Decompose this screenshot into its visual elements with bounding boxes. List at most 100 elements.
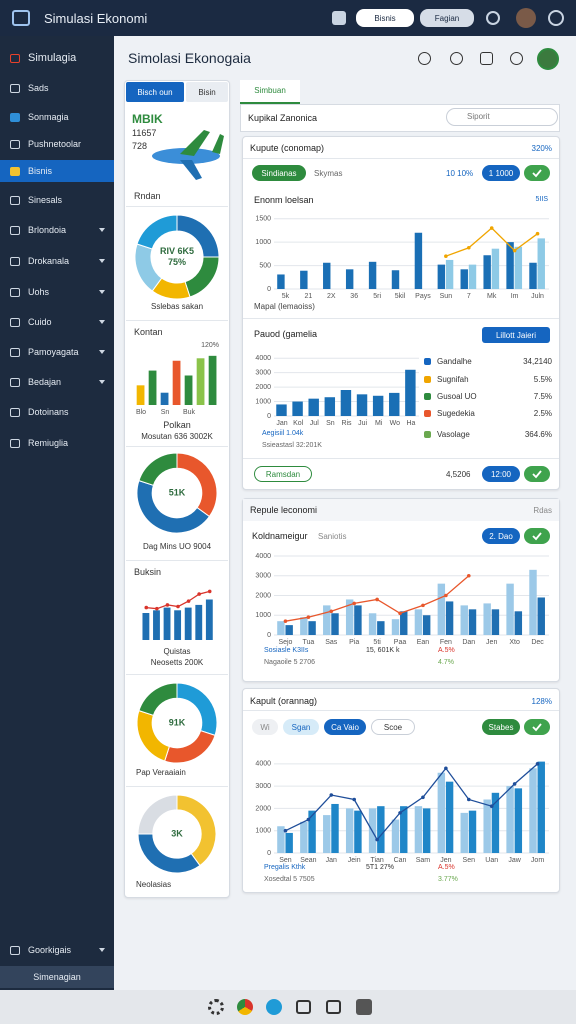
donut-slice xyxy=(136,480,211,534)
notif-icon[interactable] xyxy=(332,11,346,25)
x-tick-label: Mi xyxy=(375,420,383,427)
bar xyxy=(468,264,477,289)
nav-item[interactable]: Drokanala xyxy=(0,250,114,272)
nav-item[interactable]: Pushnetoolar xyxy=(0,133,114,155)
x-tick-label: Jul xyxy=(310,420,319,427)
chart-title: Enonm loelsan xyxy=(254,195,314,205)
action-button[interactable]: 12:00 xyxy=(482,466,520,482)
nav-item-active[interactable]: Bisnis xyxy=(0,160,114,182)
nav-label: Sinesals xyxy=(28,195,63,205)
avatar[interactable] xyxy=(537,48,559,70)
line-point xyxy=(197,592,201,596)
action-button[interactable]: Ramsdan xyxy=(254,466,312,482)
nav-item[interactable]: Cuido xyxy=(0,311,114,333)
chevron xyxy=(99,228,105,232)
x-tick-label: 7 xyxy=(467,293,471,300)
search-box[interactable]: Siporit xyxy=(446,108,558,126)
bar xyxy=(391,619,400,635)
confirm-button[interactable] xyxy=(524,466,550,482)
nav-footer[interactable]: Simenagian xyxy=(0,966,114,988)
line-point xyxy=(306,817,311,822)
donut-center-label: RIV 6K5 xyxy=(160,246,194,256)
top-button[interactable]: Fagian xyxy=(420,9,474,27)
nav-icon xyxy=(10,347,20,357)
taskbar-icon[interactable] xyxy=(326,1000,341,1014)
filter-pill[interactable]: Wi xyxy=(252,719,278,735)
header-icon[interactable] xyxy=(510,52,523,65)
donut-slice xyxy=(136,214,178,250)
nav-item[interactable]: Pamoyagata xyxy=(0,341,114,363)
line-point xyxy=(375,597,379,602)
top-button[interactable]: Bisnis xyxy=(356,9,414,27)
nav-item[interactable]: Brlondoia xyxy=(0,219,114,241)
bar xyxy=(514,788,523,853)
footer-value: 4,5206 xyxy=(446,470,471,479)
legend-row: Sugedekia 2.5% xyxy=(424,406,552,420)
action-button[interactable]: Lillott Jaieri xyxy=(482,327,550,343)
filter-pill[interactable]: Ca Vaio xyxy=(324,719,366,735)
nav-item[interactable]: Bedajan xyxy=(0,371,114,393)
tab-active[interactable]: Bisch oun xyxy=(126,82,184,102)
chart-note: 15, 601K k xyxy=(366,647,400,654)
filter-pill[interactable]: Sgan xyxy=(283,719,319,735)
page-title: Simolasi Ekonogaia xyxy=(128,50,251,66)
nav-item[interactable]: Sonmagia xyxy=(0,106,114,128)
nav-item[interactable]: Goorkigais xyxy=(0,939,114,961)
line-point xyxy=(444,593,448,598)
chart-note: 5T1 27% xyxy=(366,864,395,871)
taskbar-icon[interactable] xyxy=(237,999,253,1015)
nav-item[interactable]: Sinesals xyxy=(0,189,114,211)
nav-label: Sonmagia xyxy=(28,112,69,122)
panel-tab[interactable]: Simbuan xyxy=(240,80,300,104)
legend-row: Sugnifah 5.5% xyxy=(424,372,552,386)
nav-label: Uohs xyxy=(28,287,50,297)
chart-note: 4.7% xyxy=(438,659,454,666)
panel-label: Polkan xyxy=(163,420,191,430)
header-icon[interactable] xyxy=(418,52,431,65)
x-tick-label: Jom xyxy=(531,857,544,864)
nav-item[interactable]: Uohs xyxy=(0,281,114,303)
menu-icon[interactable] xyxy=(548,10,564,26)
nav-item[interactable]: Dotoinans xyxy=(0,401,114,423)
bar xyxy=(285,625,293,635)
header-icon[interactable] xyxy=(480,52,493,65)
action-button[interactable]: Stabes xyxy=(482,719,520,735)
action-button[interactable]: 2. Dao xyxy=(482,528,520,544)
confirm-button[interactable] xyxy=(524,528,550,544)
filter-pill[interactable]: Scoe xyxy=(371,719,415,735)
x-tick-label: Jui xyxy=(358,420,367,427)
x-tick-label: Ha xyxy=(406,420,415,427)
avatar[interactable] xyxy=(516,8,536,28)
action-button[interactable]: 1 1000 xyxy=(482,165,520,181)
legend-label: Sugnifah xyxy=(437,374,469,384)
bar xyxy=(491,248,500,289)
taskbar-icon[interactable] xyxy=(356,999,372,1015)
x-tick-label: Wo xyxy=(390,420,400,427)
bar xyxy=(506,786,514,853)
y-tick-label: 1000 xyxy=(255,612,271,619)
taskbar-icon[interactable] xyxy=(208,999,224,1015)
tab[interactable]: Bisin xyxy=(186,82,228,102)
bar xyxy=(529,768,537,853)
nav-label: Remiuglia xyxy=(28,438,69,448)
nav-item[interactable]: Remiuglia xyxy=(0,432,114,454)
line-point xyxy=(352,601,357,606)
line-point xyxy=(306,615,311,620)
header-icon[interactable] xyxy=(450,52,463,65)
settings-icon[interactable] xyxy=(486,11,500,25)
action-button[interactable]: Sindianas xyxy=(252,165,306,181)
x-tick-label: Ean xyxy=(417,639,430,646)
taskbar-icon[interactable] xyxy=(266,999,282,1015)
x-tick-label: Blo xyxy=(136,409,146,416)
card-badge: Rdas xyxy=(533,506,552,515)
confirm-button[interactable] xyxy=(524,165,550,181)
confirm-button[interactable] xyxy=(524,719,550,735)
line-point xyxy=(352,797,357,802)
taskbar-icon[interactable] xyxy=(296,1000,311,1014)
nav-icon xyxy=(10,287,20,297)
line-point xyxy=(489,226,494,230)
bar xyxy=(437,772,446,853)
nav-icon xyxy=(10,83,20,93)
x-tick-label: 36 xyxy=(350,293,358,300)
nav-item[interactable]: Sads xyxy=(0,77,114,99)
